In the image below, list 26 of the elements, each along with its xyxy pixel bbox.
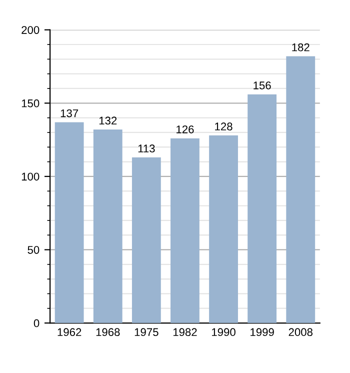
data-label: 182 xyxy=(292,43,310,52)
y-tick-label: 150 xyxy=(22,99,40,108)
data-label: 113 xyxy=(138,144,155,152)
bar xyxy=(93,130,122,324)
data-label: 126 xyxy=(176,125,194,134)
y-tick-label: 100 xyxy=(22,172,40,181)
y-tick-label: 0 xyxy=(34,319,40,328)
bar xyxy=(286,56,316,324)
x-tick-label: 2008 xyxy=(288,328,312,336)
data-label: 128 xyxy=(215,122,232,130)
x-tick-label: 1990 xyxy=(212,328,236,336)
bar xyxy=(248,94,277,324)
bar xyxy=(209,135,238,324)
bar xyxy=(170,138,200,324)
x-tick-label: 1982 xyxy=(173,328,197,336)
y-tick-label: 200 xyxy=(22,26,40,34)
data-label: 132 xyxy=(99,116,117,125)
y-tick-label: 50 xyxy=(28,246,40,254)
x-tick-label: 1968 xyxy=(96,328,120,336)
data-label: 137 xyxy=(60,109,78,118)
bar xyxy=(54,122,84,324)
x-tick-label: 1962 xyxy=(58,328,82,336)
bar xyxy=(132,157,161,324)
data-label: 156 xyxy=(254,81,271,90)
x-tick-label: 1975 xyxy=(134,328,158,336)
x-tick-label: 1999 xyxy=(250,328,274,336)
